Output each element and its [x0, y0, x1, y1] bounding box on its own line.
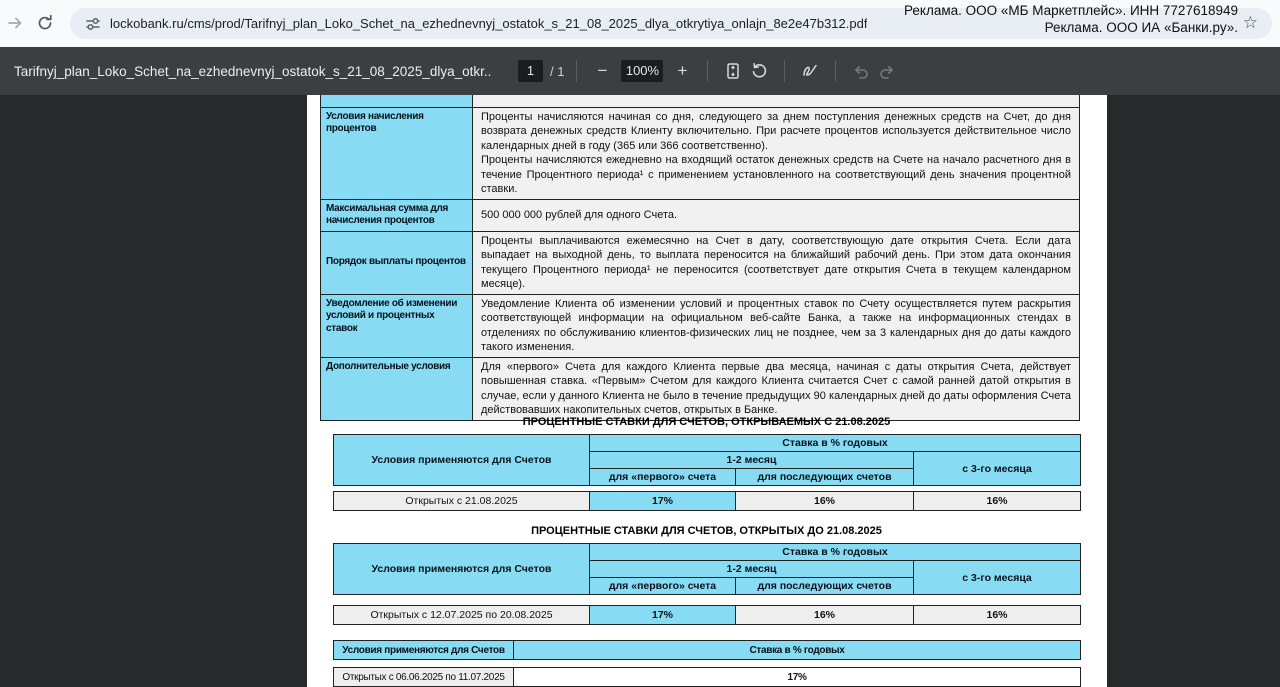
header-next-accounts: для последующих счетов	[735, 577, 914, 595]
simple-table-header: Условия применяются для Счетов Ставка в …	[333, 640, 1081, 660]
simple-table-row: Открытых с 06.06.2025 по 11.07.2025 17%	[333, 667, 1081, 687]
condition-label: Дополнительные условия	[320, 356, 473, 421]
row-label: Открытых с 12.07.2025 по 20.08.2025	[333, 605, 590, 625]
header-third-month: с 3-го месяца	[912, 451, 1082, 486]
condition-text: 500 000 000 рублей для одного Счета.	[472, 198, 1080, 232]
header-rate: Ставка в % годовых	[588, 434, 1082, 452]
condition-text: Проценты выплачиваются ежемесячно на Сче…	[472, 230, 1080, 295]
header-period: 1-2 месяц	[589, 560, 914, 578]
table-row: Максимальная сумма для начисления процен…	[320, 198, 1080, 232]
rate-value: 17%	[513, 667, 1081, 687]
condition-label: Порядок выплаты процентов	[320, 230, 473, 295]
ad-disclaimer: Реклама. ООО «МБ Маркетплейс». ИНН 77276…	[904, 3, 1238, 36]
fit-to-page-button[interactable]	[720, 58, 746, 84]
rate-table-title: ПРОЦЕНТНЫЕ СТАВКИ ДЛЯ СЧЕТОВ, ОТКРЫТЫХ Д…	[531, 525, 882, 537]
zoom-in-button[interactable]: +	[669, 58, 695, 84]
condition-text: Уведомление Клиента об изменении условий…	[472, 293, 1080, 358]
redo-icon[interactable]	[874, 58, 900, 84]
url-text[interactable]: lockobank.ru/cms/prod/Tarifnyj_plan_Loko…	[110, 16, 868, 31]
page-number-input[interactable]: 1	[518, 60, 543, 82]
annotate-pen-icon[interactable]	[797, 58, 823, 84]
table-row-partial	[320, 95, 1080, 108]
page-count-label: / 1	[550, 63, 565, 79]
forward-icon[interactable]	[4, 12, 26, 34]
rate-table-title: ПРОЦЕНТНЫЕ СТАВКИ ДЛЯ СЧЕТОВ, ОТКРЫВАЕМЫ…	[522, 416, 891, 428]
header-period: 1-2 месяц	[589, 451, 914, 469]
header-conditions: Условия применяются для Счетов	[333, 434, 590, 486]
rate-first: 17%	[589, 605, 736, 625]
rate-next: 16%	[735, 605, 914, 625]
toolbar-divider	[784, 60, 786, 82]
header-conditions: Условия применяются для Счетов	[333, 640, 514, 660]
site-settings-icon[interactable]	[84, 15, 102, 33]
rate-third: 16%	[913, 605, 1081, 625]
rate-next: 16%	[735, 491, 914, 511]
pdf-page: Условия начисления процентов Проценты на…	[307, 95, 1107, 687]
table-row: Дополнительные условия Для «первого» Сче…	[320, 356, 1080, 421]
header-first-account: для «первого» счета	[589, 577, 736, 595]
condition-label: Условия начисления процентов	[320, 106, 473, 200]
browser-toolbar: lockobank.ru/cms/prod/Tarifnyj_plan_Loko…	[0, 0, 1280, 47]
ad-line-2: Реклама. ООО ИА «Банки.ру».	[1044, 19, 1238, 35]
condition-label: Уведомление об изменении условий и проце…	[320, 293, 473, 358]
header-next-accounts: для последующих счетов	[735, 468, 914, 486]
rate-third: 16%	[913, 491, 1081, 511]
bookmark-star-icon[interactable]: ☆	[1242, 13, 1258, 32]
rate-table-row: Открытых с 21.08.2025 17% 16% 16%	[333, 491, 1081, 511]
url-bar[interactable]: lockobank.ru/cms/prod/Tarifnyj_plan_Loko…	[70, 8, 1272, 39]
row-label: Открытых с 06.06.2025 по 11.07.2025	[333, 667, 514, 687]
header-third-month: с 3-го месяца	[912, 560, 1082, 595]
condition-label: Максимальная сумма для начисления процен…	[320, 198, 473, 232]
zoom-level-input[interactable]: 100%	[621, 60, 664, 82]
condition-text: Для «первого» Счета для каждого Клиента …	[472, 356, 1080, 421]
row-label: Открытых с 21.08.2025	[333, 491, 590, 511]
conditions-table: Условия начисления процентов Проценты на…	[320, 95, 1080, 421]
toolbar-divider	[835, 60, 837, 82]
pdf-toolbar: Tarifnyj_plan_Loko_Schet_na_ezhednevnyj_…	[0, 47, 1280, 95]
pdf-viewport[interactable]: Условия начисления процентов Проценты на…	[0, 95, 1280, 687]
rate-first: 17%	[589, 491, 736, 511]
toolbar-divider	[707, 60, 709, 82]
condition-text: Проценты начисляются начиная со дня, сле…	[472, 106, 1080, 200]
table-row: Уведомление об изменении условий и проце…	[320, 293, 1080, 358]
table-row: Порядок выплаты процентов Проценты выпла…	[320, 230, 1080, 295]
reload-icon[interactable]	[34, 12, 56, 34]
ad-line-1: Реклама. ООО «МБ Маркетплейс». ИНН 77276…	[903, 3, 1238, 18]
undo-icon[interactable]	[848, 58, 874, 84]
header-conditions: Условия применяются для Счетов	[333, 543, 590, 595]
rate-table-header: Условия применяются для Счетов Ставка в …	[333, 543, 1082, 595]
header-first-account: для «первого» счета	[589, 468, 736, 486]
rate-table-header: Условия применяются для Счетов Ставка в …	[333, 434, 1082, 486]
rotate-button[interactable]	[746, 58, 772, 84]
toolbar-divider	[576, 60, 578, 82]
header-rate: Ставка в % годовых	[588, 543, 1082, 561]
pdf-document-title: Tarifnyj_plan_Loko_Schet_na_ezhednevnyj_…	[14, 63, 492, 79]
table-row: Условия начисления процентов Проценты на…	[320, 106, 1080, 200]
header-rate: Ставка в % годовых	[513, 640, 1081, 660]
zoom-out-button[interactable]: −	[589, 58, 615, 84]
rate-table-row: Открытых с 12.07.2025 по 20.08.2025 17% …	[333, 605, 1081, 625]
